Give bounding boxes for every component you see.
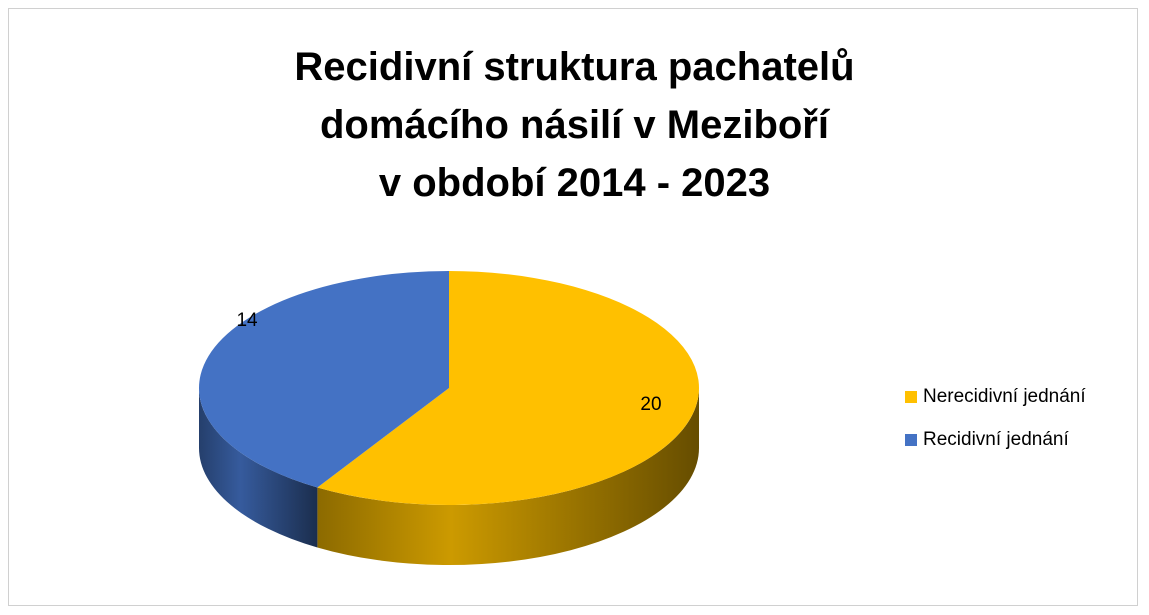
legend-swatch: [905, 434, 917, 446]
data-label: 20: [640, 394, 661, 415]
slice: [198, 271, 449, 488]
legend-label: Nerecidivní jednání: [923, 386, 1086, 407]
data-label: 14: [236, 310, 258, 331]
slice-side: [199, 388, 318, 548]
legend-label: Recidivní jednání: [923, 429, 1069, 450]
slice: [317, 271, 699, 505]
slice-side: [317, 388, 699, 565]
legend-swatch: [905, 391, 917, 403]
chart-title: Recidivní struktura pachatelů domácího n…: [294, 45, 855, 205]
chart-frame: [8, 8, 1138, 606]
